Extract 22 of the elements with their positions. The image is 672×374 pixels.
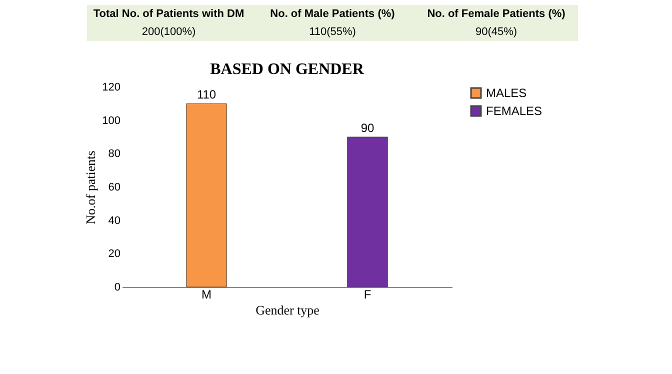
y-axis-title: No.of patients <box>83 150 98 224</box>
text: 90(45%) <box>475 26 518 38</box>
y-tick-label: 40 <box>108 214 120 227</box>
y-tick-label: 20 <box>108 248 120 260</box>
y-tick-label: 120 <box>102 82 120 94</box>
data-label: 110 <box>196 88 216 102</box>
text: No. of Male Patients (%) <box>270 8 396 20</box>
y-tick-label: 100 <box>102 114 120 127</box>
text: 200(100%) <box>142 26 196 38</box>
x-tick-label: F <box>364 288 372 302</box>
y-tick-label: 60 <box>108 182 120 194</box>
legend-label: FEMALES <box>486 104 542 118</box>
y-tick-label: 0 <box>114 282 120 294</box>
text: 110(55%) <box>309 26 356 38</box>
y-tick-label: 80 <box>108 148 120 160</box>
chart-title: BASED ON GENDER <box>210 61 364 78</box>
legend-label: MALES <box>486 86 527 100</box>
text: Total No. of Patients with DM <box>93 8 244 20</box>
x-tick-label: M <box>202 288 212 302</box>
x-axis-title: Gender type <box>256 302 320 318</box>
text: No. of Female Patients (%) <box>427 8 566 20</box>
data-label: 90 <box>360 121 374 135</box>
